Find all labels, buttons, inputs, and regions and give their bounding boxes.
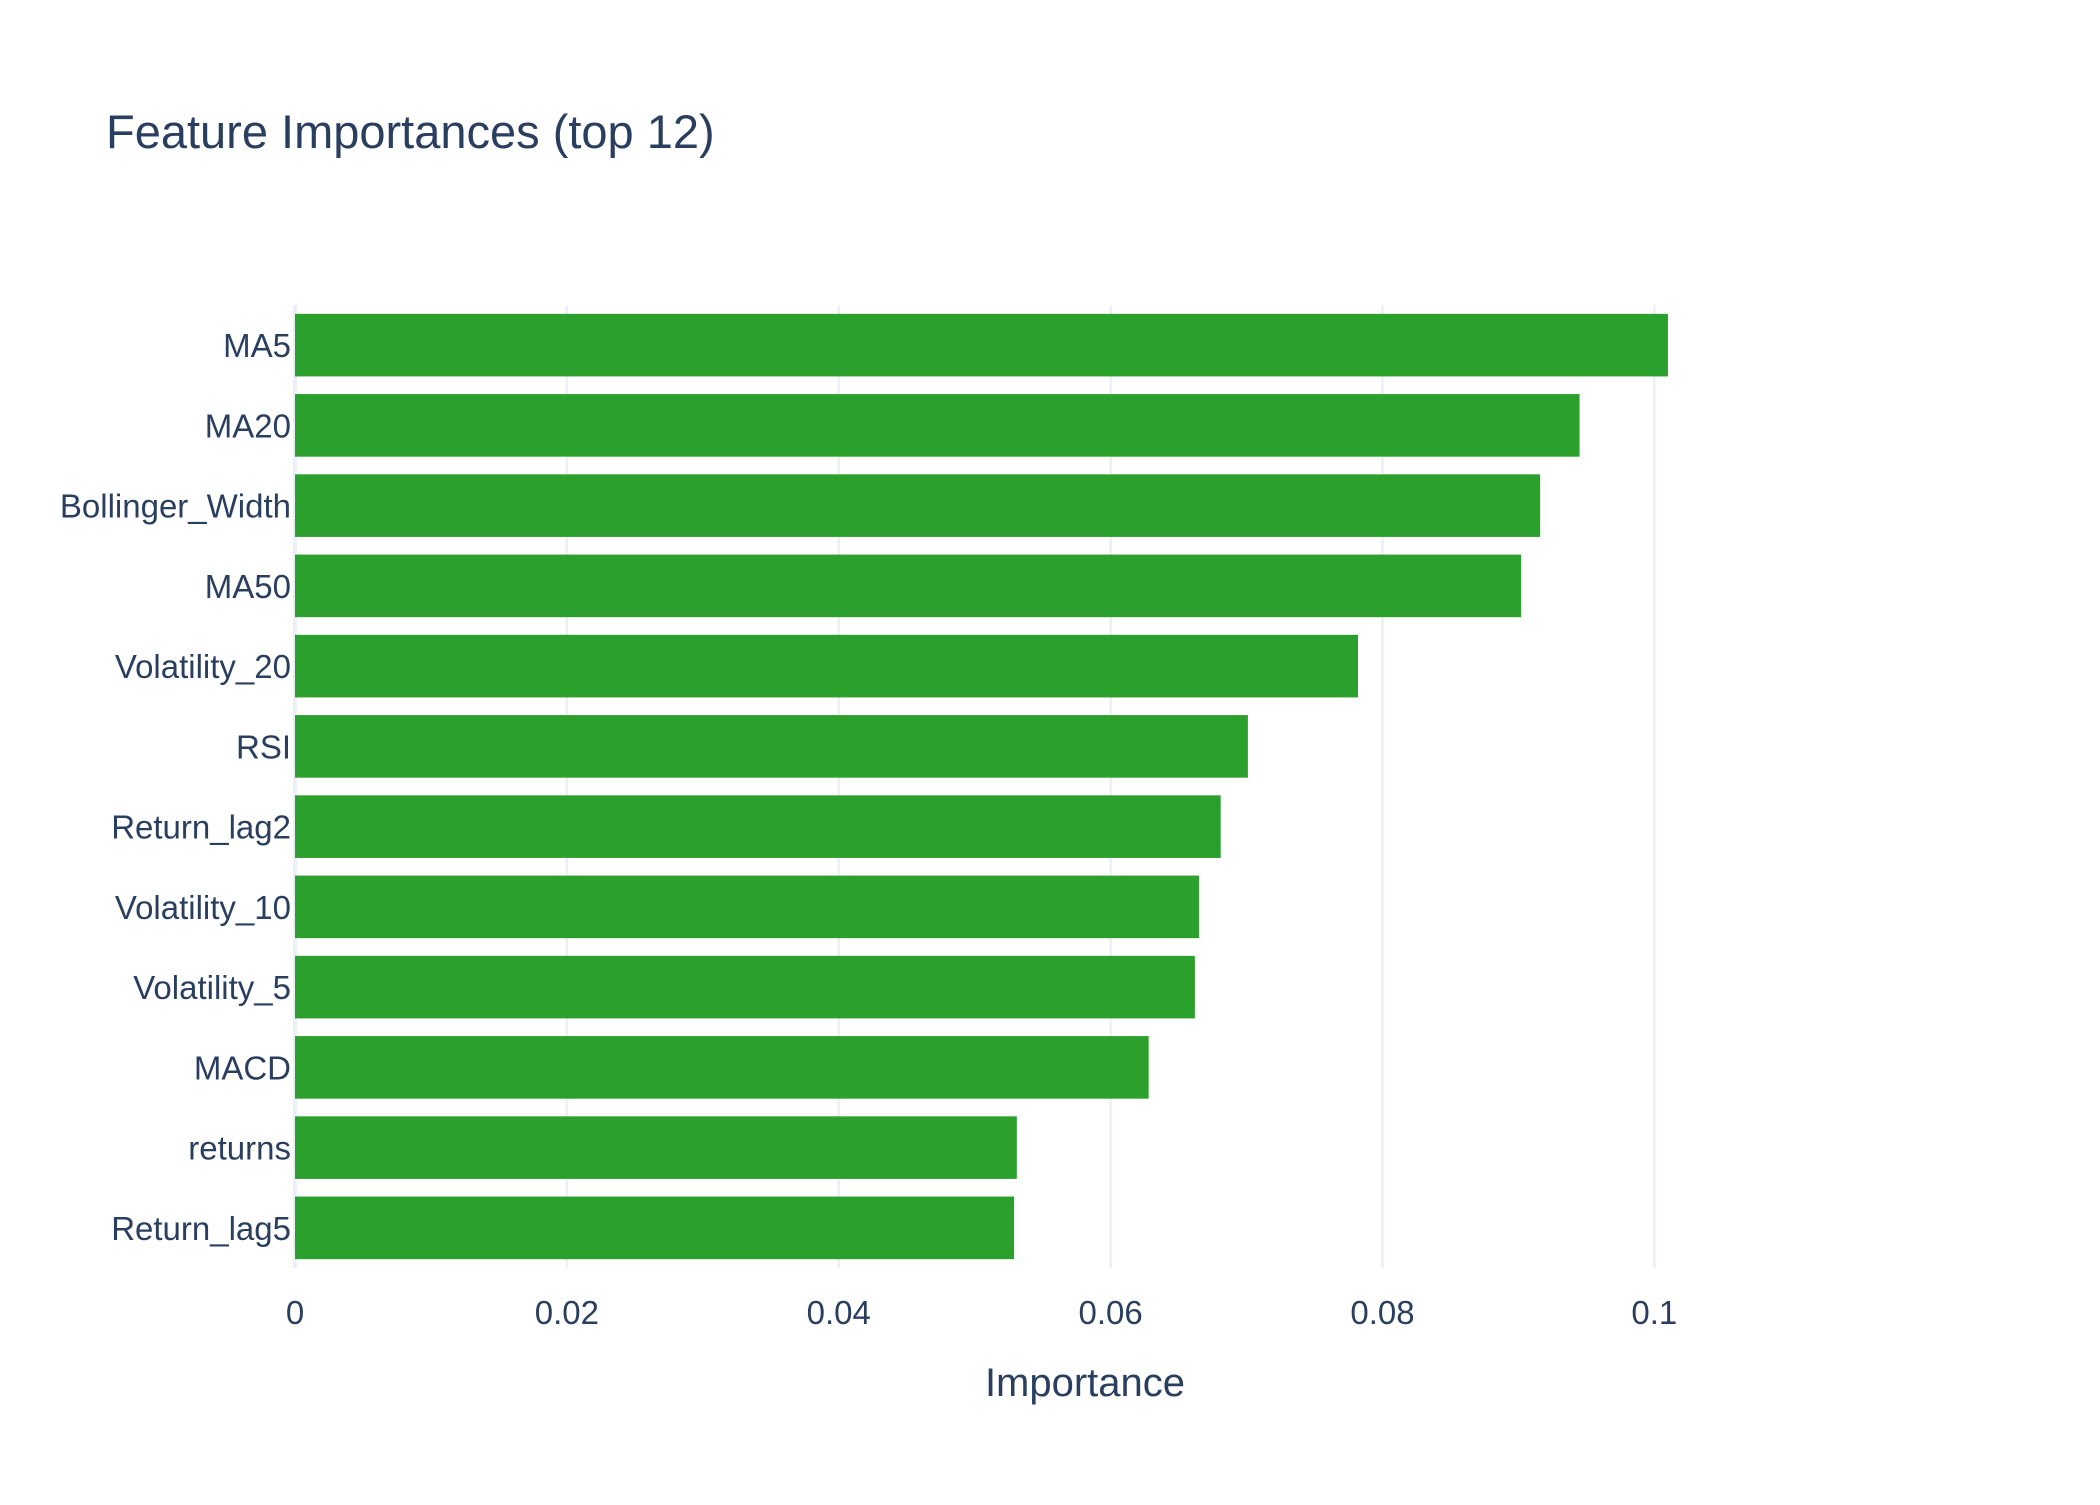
y-tick-label: MA20 (205, 407, 291, 444)
bar (295, 715, 1248, 778)
bar (295, 394, 1580, 457)
bar (295, 554, 1522, 618)
x-tick-label: 0.08 (1350, 1294, 1414, 1331)
bar (295, 313, 1668, 377)
bar (295, 1116, 1017, 1179)
chart-title: Feature Importances (top 12) (106, 105, 715, 158)
bars (295, 313, 1668, 1260)
y-tick-label: Bollinger_Width (60, 488, 291, 525)
bar (295, 875, 1199, 939)
y-axis-tick-labels: MA5 MA20 Bollinger_Width MA50 Volatility_20 R… (60, 327, 291, 1247)
x-tick-label: 0.1 (1631, 1294, 1677, 1331)
bar (295, 474, 1541, 537)
y-tick-label: RSI (236, 728, 291, 765)
y-tick-label: Return_lag2 (111, 809, 291, 846)
gridlines (293, 305, 1656, 1268)
y-tick-label: Return_lag5 (111, 1210, 291, 1247)
x-tick-label: 0 (286, 1294, 304, 1331)
y-tick-label: Volatility_20 (115, 648, 291, 685)
x-tick-label: 0.02 (535, 1294, 599, 1331)
bar (295, 634, 1359, 698)
x-tick-label: 0.06 (1078, 1294, 1142, 1331)
bar (295, 1036, 1149, 1099)
x-tick-label: 0.04 (807, 1294, 871, 1331)
bar (295, 955, 1195, 1019)
y-tick-label: MA50 (205, 568, 291, 605)
y-tick-label: Volatility_5 (133, 969, 291, 1006)
y-tick-label: MA5 (223, 327, 291, 364)
y-tick-label: Volatility_10 (115, 889, 291, 926)
x-axis-title: Importance (985, 1361, 1185, 1405)
bar (295, 795, 1221, 858)
y-tick-label: returns (188, 1130, 291, 1167)
y-tick-label: MACD (194, 1049, 291, 1086)
bar (295, 1196, 1015, 1260)
x-axis-tick-labels: 0 0.02 0.04 0.06 0.08 0.1 (286, 1294, 1677, 1331)
